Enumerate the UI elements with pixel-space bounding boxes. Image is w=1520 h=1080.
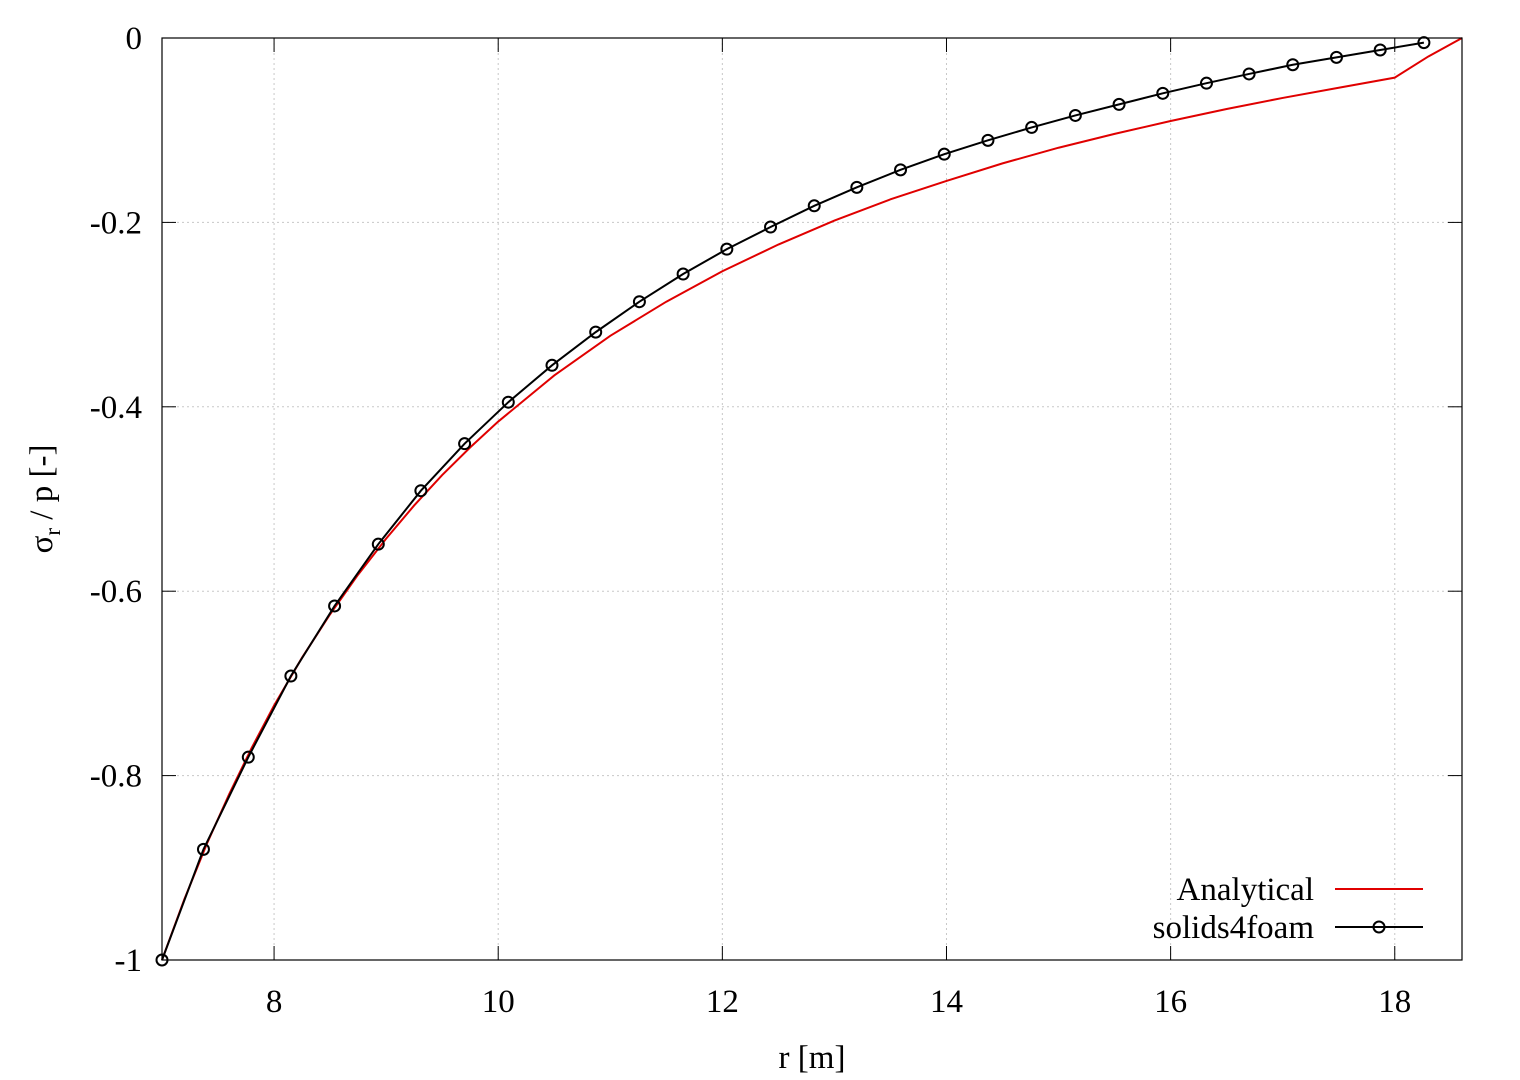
data-point-solids4foam [764, 220, 778, 234]
data-point-solids4foam [894, 163, 908, 177]
data-point-solids4foam [1329, 50, 1343, 64]
y-tick-label: -0.6 [90, 574, 142, 610]
data-point-solids4foam [328, 599, 342, 613]
legend-label-analytical: Analytical [1177, 872, 1314, 908]
data-point-solids4foam [589, 325, 603, 339]
data-point-solids4foam [632, 295, 646, 309]
data-point-solids4foam [720, 242, 734, 256]
y-tick-label: -0.2 [90, 205, 142, 241]
data-point-solids4foam [458, 437, 472, 451]
data-point-solids4foam [545, 358, 559, 372]
y-tick-label: -0.8 [90, 759, 142, 795]
y-axis-title-subscript: r [40, 528, 65, 536]
data-point-solids4foam [1199, 76, 1213, 90]
data-point-solids4foam [196, 842, 210, 856]
data-point-solids4foam [241, 750, 255, 764]
y-tick-label: -0.4 [90, 390, 142, 426]
data-point-solids4foam [1156, 86, 1170, 100]
data-point-solids4foam [1373, 43, 1387, 57]
x-tick-label: 14 [930, 984, 963, 1020]
data-point-solids4foam [1068, 108, 1082, 122]
data-point-solids4foam [1112, 97, 1126, 111]
plot-frame [161, 37, 1463, 961]
x-tick-label: 12 [706, 984, 739, 1020]
legend-marker-solids4foam [1372, 920, 1386, 934]
data-point-solids4foam [850, 180, 864, 194]
data-point-solids4foam [371, 537, 385, 551]
axis-layer [161, 37, 1463, 961]
series-line-solids4foam [161, 41, 1425, 961]
data-point-solids4foam [676, 267, 690, 281]
x-tick-label: 16 [1154, 984, 1187, 1020]
y-tick-label: -1 [115, 943, 143, 979]
x-axis-title: r [m] [779, 1040, 846, 1076]
data-point-solids4foam [1242, 67, 1256, 81]
data-point-solids4foam [1286, 58, 1300, 72]
y-axis-title-rest: / p [-] [24, 445, 60, 528]
grid-layer [162, 38, 1462, 960]
data-point-solids4foam [1417, 36, 1431, 50]
x-tick-label: 10 [482, 984, 515, 1020]
data-point-solids4foam [414, 484, 428, 498]
x-tick-label: 18 [1378, 984, 1411, 1020]
data-point-solids4foam [501, 395, 515, 409]
tick-layer: 8 10 12 14 16 18 0 -0.2 -0.4 -0.6 -0.8 -1 [90, 21, 1462, 1020]
legend-label-solids4foam: solids4foam [1153, 910, 1315, 946]
data-point-solids4foam [807, 199, 821, 213]
data-point-solids4foam [937, 147, 951, 161]
data-point-solids4foam [1025, 120, 1039, 134]
y-axis-title: σr / p [-] [24, 445, 65, 554]
y-tick-label: 0 [126, 21, 143, 57]
data-point-solids4foam [284, 669, 298, 683]
series-line-analytical [161, 37, 1463, 961]
data-point-solids4foam [981, 133, 995, 147]
y-axis-title-symbol: σ [24, 535, 60, 553]
x-tick-label: 8 [266, 984, 283, 1020]
series-layer [155, 36, 1463, 967]
